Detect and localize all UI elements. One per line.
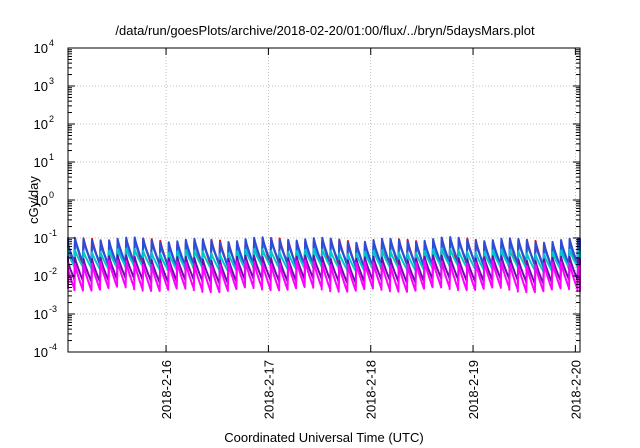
y-tick-exponent: -4 (49, 342, 57, 352)
y-tick-exponent: 1 (49, 152, 54, 162)
y-tick-label: 10 (34, 269, 48, 284)
y-tick-label: 10 (34, 231, 48, 246)
chart-title: /data/run/goesPlots/archive/2018-02-20/0… (115, 23, 535, 38)
y-tick-label: 10 (34, 41, 48, 56)
x-axis-label: Coordinated Universal Time (UTC) (224, 430, 423, 445)
x-tick-labels: 2018-2-16 2018-2-17 2018-2-18 2018-2-19 2018… (159, 360, 583, 419)
y-tick-exponent: -3 (49, 304, 57, 314)
series-group (67, 236, 581, 294)
y-tick-exponent: -2 (49, 266, 57, 276)
series-line-5 (67, 254, 581, 285)
y-tick-exponent: 2 (49, 114, 54, 124)
x-tick-label: 2018-2-20 (568, 360, 583, 419)
y-tick-label: 10 (34, 193, 48, 208)
y-tick-exponent: 4 (49, 38, 54, 48)
x-tick-label: 2018-2-17 (261, 360, 276, 419)
y-tick-label: 10 (34, 155, 48, 170)
y-tick-label: 10 (34, 79, 48, 94)
grid (68, 48, 580, 352)
y-tick-exponent: -1 (49, 228, 57, 238)
y-tick-label: 10 (34, 117, 48, 132)
y-tick-exponent: 3 (49, 76, 54, 86)
y-axis-label: cGy/day (26, 176, 41, 224)
x-tick-label: 2018-2-19 (466, 360, 481, 419)
series-line-6 (67, 259, 581, 294)
y-tick-label: 10 (34, 307, 48, 322)
x-tick-label: 2018-2-18 (364, 360, 379, 419)
ticks (68, 47, 580, 353)
x-tick-label: 2018-2-16 (159, 360, 174, 419)
y-tick-exponent: 0 (49, 190, 54, 200)
y-tick-label: 10 (34, 345, 48, 360)
